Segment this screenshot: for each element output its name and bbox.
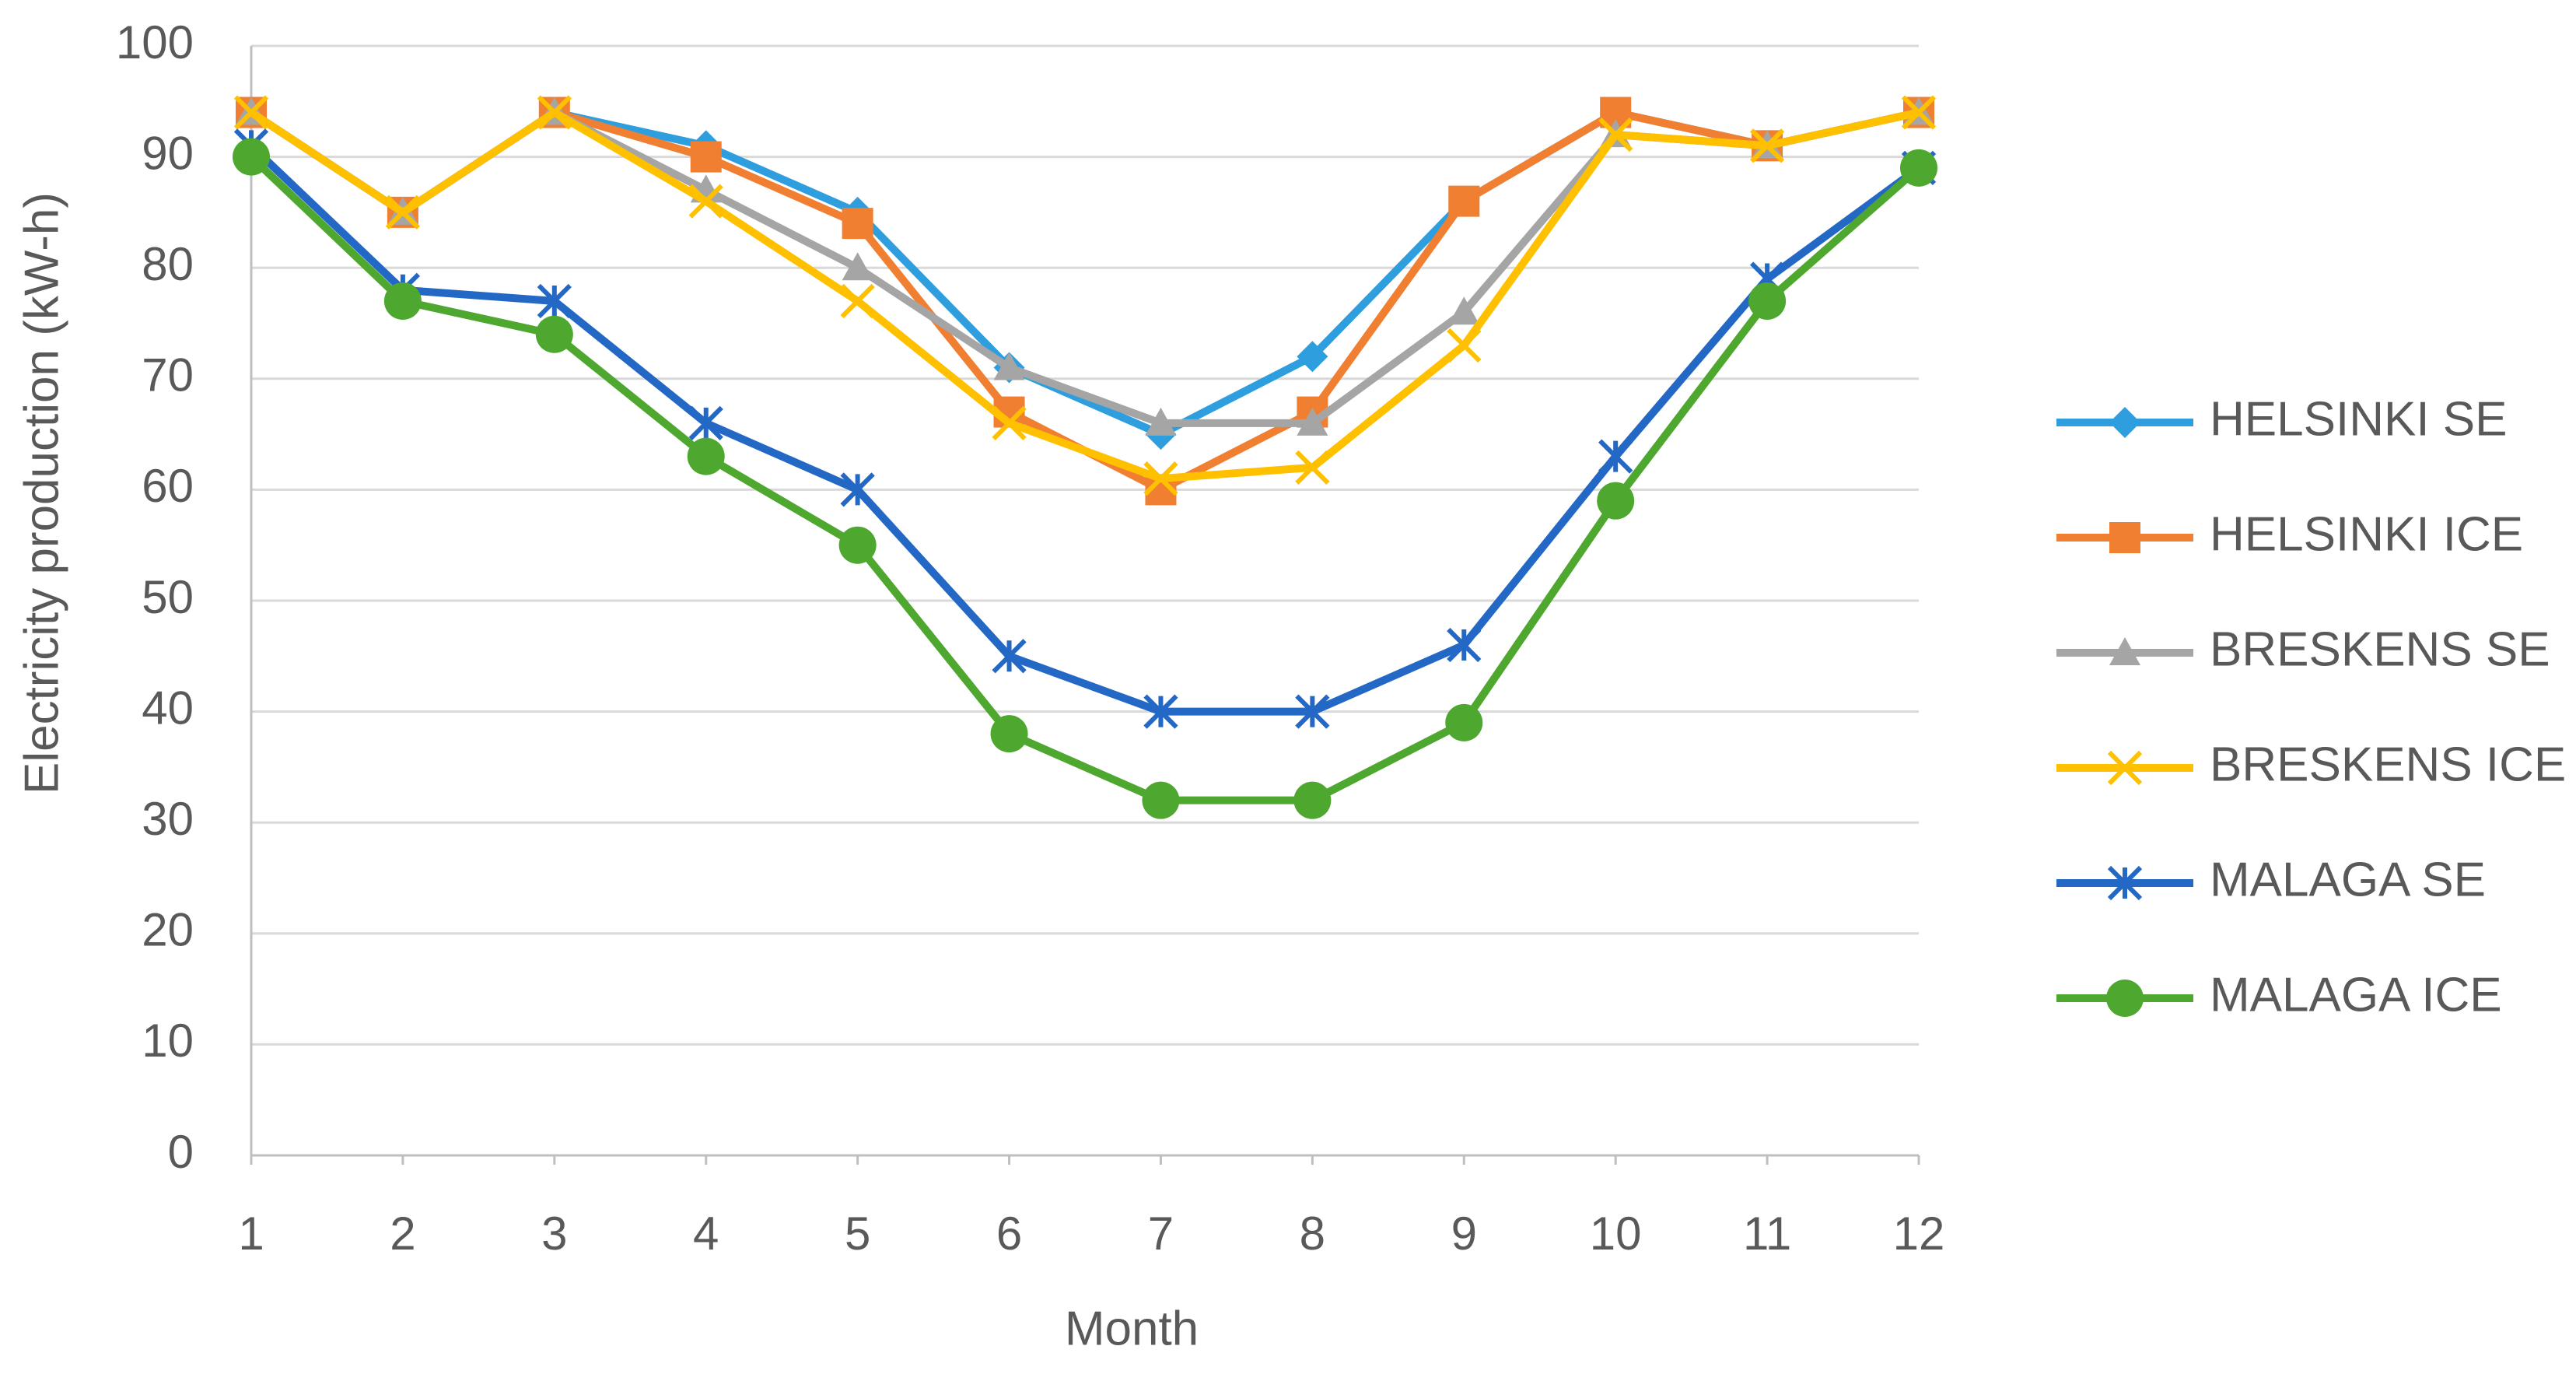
y-tick-label: 70 (142, 349, 194, 401)
marker (1447, 328, 1482, 363)
marker (990, 715, 1028, 753)
marker (842, 252, 873, 281)
x-tick-label: 3 (541, 1207, 567, 1260)
y-tick-label: 100 (116, 16, 194, 68)
x-tick-label: 2 (390, 1207, 415, 1260)
marker (1598, 117, 1633, 152)
x-tick-label: 12 (1893, 1207, 1945, 1260)
marker (1448, 296, 1480, 325)
marker (1900, 149, 1937, 187)
marker (537, 283, 572, 319)
marker (688, 184, 723, 219)
marker (1297, 407, 1328, 436)
marker (1445, 703, 1483, 741)
y-axis-title: Electricity production (kW-h) (15, 192, 68, 794)
marker (1143, 694, 1178, 729)
marker (1597, 482, 1635, 520)
marker (838, 526, 877, 564)
x-tick-label: 6 (996, 1207, 1022, 1260)
marker (993, 352, 1025, 380)
marker (1598, 439, 1633, 474)
marker (840, 283, 875, 319)
legend-label: HELSINKI SE (2210, 392, 2507, 446)
marker (1295, 694, 1330, 729)
marker (1749, 128, 1785, 163)
series-line (248, 153, 1922, 804)
marker (537, 95, 572, 130)
y-tick-label: 60 (142, 460, 194, 512)
legend-label: MALAGA ICE (2210, 968, 2502, 1022)
x-tick-label: 9 (1451, 1207, 1477, 1260)
marker (1293, 781, 1332, 819)
series-line (249, 108, 1920, 483)
marker (233, 95, 269, 130)
marker (992, 405, 1027, 440)
y-tick-label: 20 (142, 904, 194, 956)
marker (1145, 407, 1177, 436)
marker (233, 138, 270, 176)
marker (1748, 282, 1787, 320)
y-tick-label: 30 (142, 793, 194, 845)
y-tick-label: 0 (168, 1126, 194, 1178)
marker (992, 639, 1027, 674)
marker (2106, 980, 2144, 1017)
marker (687, 437, 725, 475)
marker (1901, 95, 1937, 130)
x-tick-label: 8 (1300, 1207, 1325, 1260)
x-tick-label: 10 (1590, 1207, 1642, 1260)
marker (840, 472, 875, 507)
x-tick-label: 1 (238, 1207, 264, 1260)
marker (383, 282, 422, 320)
marker (2109, 637, 2140, 665)
marker (1447, 627, 1482, 663)
marker (688, 405, 723, 440)
legend-label: MALAGA SE (2210, 853, 2486, 906)
marker (2109, 522, 2140, 553)
marker (690, 141, 722, 173)
y-tick-label: 80 (142, 238, 194, 290)
y-tick-label: 40 (142, 682, 194, 734)
marker (535, 315, 573, 353)
marker (2107, 865, 2143, 901)
x-tick-label: 4 (693, 1207, 719, 1260)
y-tick-label: 50 (142, 571, 194, 623)
marker (2107, 750, 2143, 786)
x-axis-title: Month (1065, 1302, 1199, 1355)
marker (1297, 341, 1328, 373)
legend-label: HELSINKI ICE (2210, 507, 2523, 561)
legend-label: BRESKENS ICE (2210, 738, 2566, 791)
y-tick-label: 10 (142, 1015, 194, 1067)
x-tick-label: 5 (845, 1207, 870, 1260)
marker (842, 208, 873, 240)
marker (1295, 450, 1330, 485)
marker (2109, 407, 2140, 438)
marker (385, 195, 421, 230)
series-line (249, 108, 1920, 439)
x-tick-label: 7 (1148, 1207, 1174, 1260)
legend-label: BRESKENS SE (2210, 622, 2550, 676)
y-tick-label: 90 (142, 127, 194, 179)
marker (1143, 461, 1178, 496)
marker (1448, 185, 1480, 217)
marker (1142, 781, 1180, 819)
series-line (248, 142, 1921, 716)
x-tick-label: 11 (1743, 1207, 1791, 1260)
